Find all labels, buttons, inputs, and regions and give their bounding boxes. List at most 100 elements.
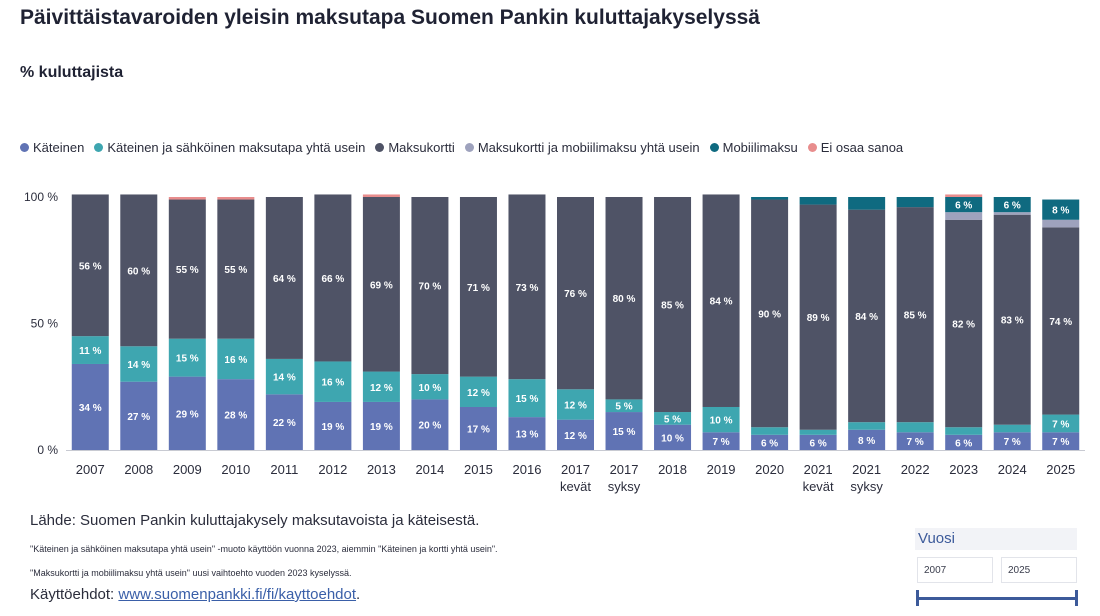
x-tick-label: 2016 — [513, 462, 542, 477]
bar-segment — [265, 394, 303, 450]
data-label: 10 % — [710, 416, 733, 427]
bar-segment — [265, 358, 303, 395]
slider-end-handle[interactable] — [1075, 590, 1078, 606]
x-tick-label: kevät — [560, 479, 591, 494]
data-label: 7 % — [1052, 419, 1069, 430]
data-label: 20 % — [419, 421, 442, 432]
data-label: 15 % — [176, 354, 199, 365]
data-label: 6 % — [761, 438, 778, 449]
bar-segment — [71, 194, 109, 337]
bar-segment — [993, 214, 1031, 425]
legend-marker — [807, 143, 817, 152]
legend-item[interactable]: Maksukortti ja mobiilimaksu yhtä usein — [464, 140, 700, 155]
bar-segment — [314, 401, 352, 450]
bar-segment — [314, 361, 352, 402]
y-tick-label: 50 % — [31, 317, 59, 331]
data-label: 34 % — [79, 403, 102, 414]
terms: Käyttöehdot: www.suomenpankki.fi/fi/kayt… — [30, 586, 360, 603]
data-label: 84 % — [855, 312, 878, 323]
x-tick-label: 2021 — [804, 462, 833, 477]
bar-segment — [168, 376, 206, 450]
data-label: 82 % — [952, 320, 975, 331]
x-tick-label: 2017 — [561, 462, 590, 477]
legend-label: Käteinen — [33, 140, 85, 155]
data-label: 22 % — [273, 418, 296, 429]
x-tick-label: syksy — [850, 479, 883, 494]
x-tick-label: 2019 — [707, 462, 736, 477]
data-label: 66 % — [321, 274, 344, 285]
bar-segment — [557, 197, 594, 390]
bar-segment — [411, 374, 449, 400]
data-label: 8 % — [1052, 206, 1069, 217]
bar-segment — [799, 197, 837, 205]
bar-segment — [217, 338, 255, 380]
bar-segment — [168, 199, 206, 339]
bar-segment — [1042, 414, 1080, 433]
legend-marker — [464, 143, 474, 152]
bar-segment — [702, 406, 740, 433]
bar-segment — [945, 197, 983, 213]
legend-label: Mobiilimaksu — [722, 140, 798, 155]
data-label: 16 % — [321, 378, 344, 389]
bar-segment — [896, 197, 934, 208]
bar-segment — [362, 194, 400, 197]
data-label: 6 % — [955, 438, 972, 449]
slider-start-handle[interactable] — [916, 590, 919, 606]
bar-segment — [654, 197, 692, 413]
bar-segment — [1042, 227, 1080, 415]
x-tick-label: 2021 — [852, 462, 881, 477]
bar-segment — [605, 197, 643, 400]
bar-segment — [1042, 432, 1080, 450]
legend-item[interactable]: Käteinen ja sähköinen maksutapa yhtä use… — [94, 140, 365, 155]
legend-item[interactable]: Mobiilimaksu — [709, 140, 798, 155]
data-label: 84 % — [710, 297, 733, 308]
legend-label: Maksukortti — [388, 140, 455, 155]
bar-segment — [459, 197, 497, 377]
bar-segment — [945, 212, 983, 220]
bar-segment — [605, 399, 643, 413]
bar-segment — [411, 197, 449, 375]
data-label: 7 % — [907, 437, 924, 448]
bar-segment — [751, 197, 789, 200]
chart-subtitle: % kuluttajista — [20, 64, 124, 81]
data-label: 10 % — [419, 383, 442, 394]
bar-segment — [993, 432, 1031, 450]
bar-segment — [217, 379, 255, 450]
legend-marker — [375, 143, 385, 152]
legend-marker — [709, 143, 719, 152]
year-start-input[interactable]: 2007 — [917, 557, 993, 583]
bar-segment — [896, 422, 934, 433]
year-end-input[interactable]: 2025 — [1001, 557, 1077, 583]
bar-segment — [508, 417, 546, 450]
terms-link[interactable]: www.suomenpankki.fi/fi/kayttoehdot — [118, 586, 357, 603]
bar-segment — [265, 197, 303, 359]
data-label: 6 % — [955, 201, 972, 212]
data-label: 85 % — [661, 301, 684, 312]
bar-segment — [362, 197, 400, 372]
bar-segment — [799, 204, 837, 430]
legend-item[interactable]: Maksukortti — [375, 140, 455, 155]
data-label: 80 % — [613, 294, 636, 305]
data-label: 29 % — [176, 409, 199, 420]
bar-segment — [120, 194, 158, 347]
bar-segment — [605, 412, 643, 450]
bar-segment — [1042, 219, 1080, 228]
bar-segment — [799, 429, 837, 435]
x-tick-label: 2009 — [173, 462, 202, 477]
bar-segment — [362, 401, 400, 450]
data-label: 73 % — [516, 283, 539, 294]
bar-segment — [751, 427, 789, 435]
x-tick-label: 2017 — [610, 462, 639, 477]
data-label: 8 % — [858, 436, 875, 447]
bar-segment — [896, 432, 934, 450]
data-label: 17 % — [467, 424, 490, 435]
legend-item[interactable]: Ei osaa sanoa — [807, 140, 903, 155]
year-range-slider[interactable] — [917, 597, 1077, 600]
data-label: 12 % — [564, 431, 587, 442]
bar-segment — [993, 212, 1031, 215]
data-label: 69 % — [370, 280, 393, 291]
data-label: 55 % — [224, 265, 247, 276]
y-tick-label: 0 % — [37, 443, 58, 457]
bar-segment — [120, 381, 158, 450]
legend-item[interactable]: Käteinen — [20, 140, 84, 155]
